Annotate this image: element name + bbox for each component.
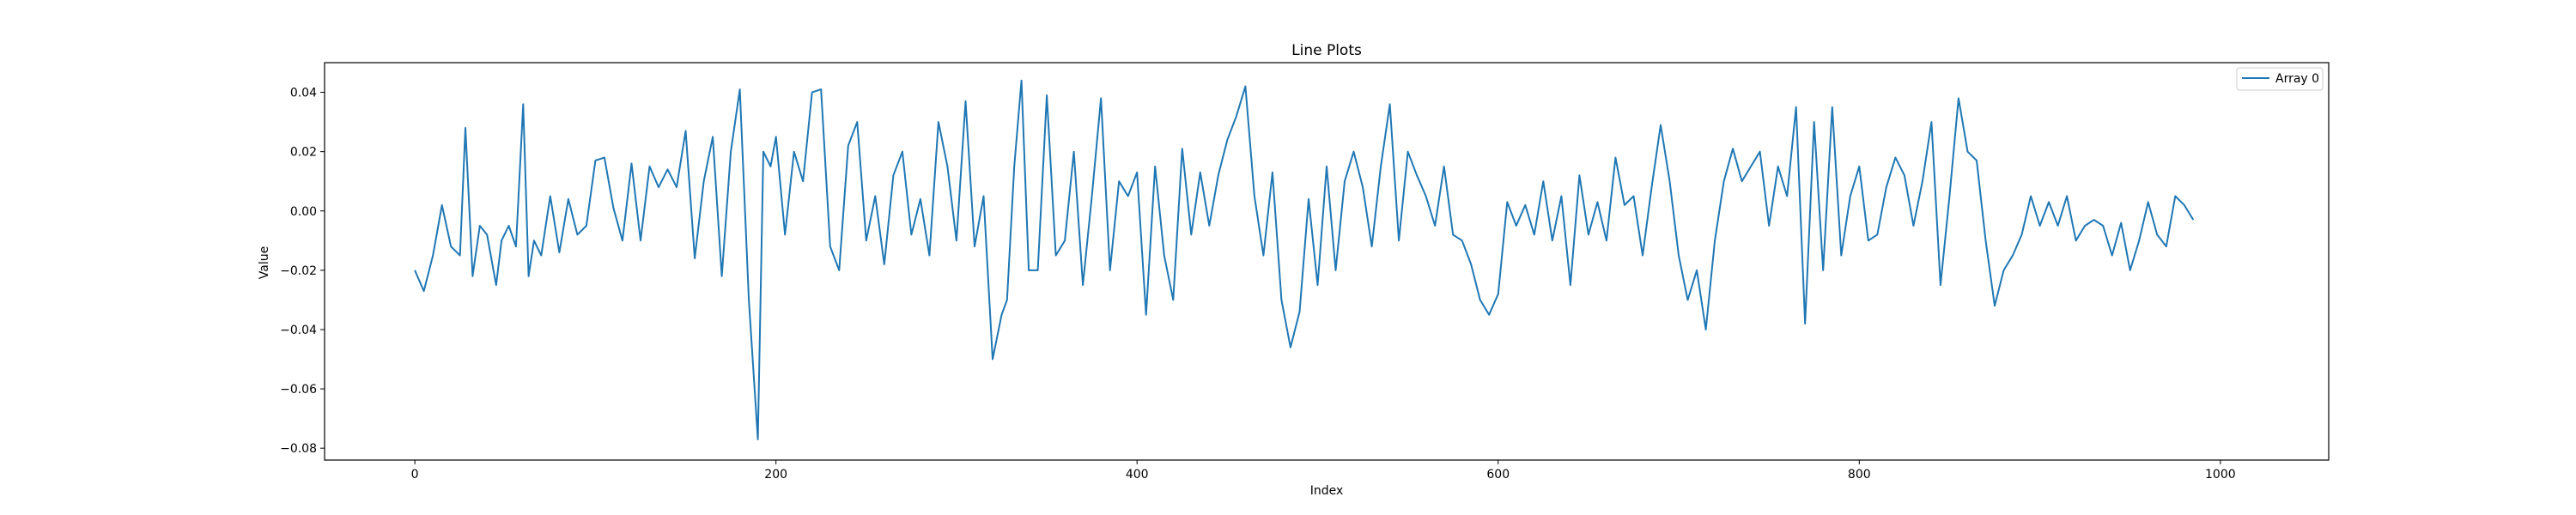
x-tick-label: 600 xyxy=(1486,468,1510,482)
y-tick-label: −0.04 xyxy=(280,324,317,337)
x-tick-label: 800 xyxy=(1848,468,1871,482)
y-tick-label: 0.02 xyxy=(290,146,317,160)
x-axis: 0 200 400 600 800 1000 xyxy=(411,460,2236,482)
chart-title: Line Plots xyxy=(1291,42,1362,59)
y-tick-label: −0.06 xyxy=(280,383,317,397)
y-axis-label: Value xyxy=(258,246,271,279)
y-tick-label: −0.08 xyxy=(280,442,317,456)
y-axis: −0.08 −0.06 −0.04 −0.02 0.00 0.02 0.04 xyxy=(280,87,325,456)
x-tick-label: 1000 xyxy=(2205,468,2236,482)
y-tick-label: 0.04 xyxy=(290,87,317,100)
x-axis-label: Index xyxy=(1310,484,1344,498)
legend-label: Array 0 xyxy=(2275,72,2319,86)
y-tick-label: 0.00 xyxy=(290,205,317,219)
y-tick-label: −0.02 xyxy=(280,264,317,278)
x-tick-label: 0 xyxy=(411,468,419,482)
legend: Array 0 xyxy=(2236,67,2324,91)
x-tick-label: 200 xyxy=(764,468,787,482)
series-line-array-0 xyxy=(414,79,2195,440)
x-tick-label: 400 xyxy=(1126,468,1149,482)
legend-box xyxy=(2236,67,2324,91)
axes-frame xyxy=(324,62,2330,461)
plot-area xyxy=(414,79,2195,440)
